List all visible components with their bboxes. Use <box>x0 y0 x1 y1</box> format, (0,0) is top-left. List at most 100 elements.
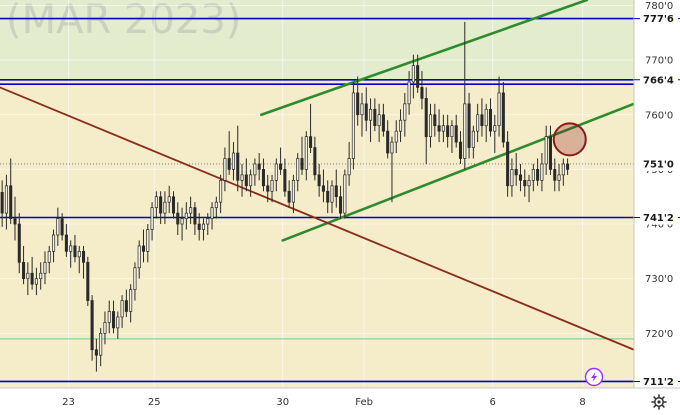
candle-body <box>120 300 124 318</box>
channel-line[interactable] <box>260 0 589 117</box>
level-tag-label[interactable]: 741'2 <box>643 213 674 224</box>
candle-body <box>480 114 484 127</box>
candle-body <box>326 190 330 203</box>
candle-body <box>561 163 565 176</box>
candle-body <box>133 267 137 290</box>
candle-body <box>111 311 116 329</box>
candle-body <box>176 212 180 225</box>
drawing-lines[interactable] <box>0 0 636 383</box>
time-tick-label: 25 <box>148 397 161 408</box>
candle <box>518 163 523 192</box>
candle-body <box>227 158 231 170</box>
candle-body <box>150 207 154 230</box>
candle-body <box>9 185 13 219</box>
time-axis[interactable]: 23 25 30 Feb 6 8 <box>0 387 680 415</box>
level-tag-label[interactable]: 777'6 <box>643 14 674 25</box>
candle-body <box>73 245 77 258</box>
candle <box>270 174 274 203</box>
candle <box>0 180 4 227</box>
candle <box>13 196 17 241</box>
candle-body <box>386 130 390 154</box>
level-tag-background <box>640 11 678 26</box>
candle-body <box>381 114 385 132</box>
candle <box>441 114 445 143</box>
candle <box>544 125 548 175</box>
candle <box>56 207 60 246</box>
candle <box>30 256 34 290</box>
candle <box>146 224 150 263</box>
candle <box>236 125 240 192</box>
candle-body <box>467 103 471 148</box>
candle <box>347 142 351 186</box>
candle-body <box>458 141 463 159</box>
candle <box>133 262 137 301</box>
channel-line[interactable] <box>281 102 636 242</box>
level-tag-label[interactable]: 766'4 <box>643 75 674 86</box>
price-tick-label: 740'0 <box>645 220 673 231</box>
candle <box>223 147 227 192</box>
highlight-circle[interactable] <box>552 122 587 157</box>
trend-line[interactable] <box>0 86 635 351</box>
candle <box>300 136 304 175</box>
candle-body <box>236 152 240 181</box>
lightning-icon[interactable] <box>584 367 604 387</box>
candle-body <box>231 152 235 170</box>
candle <box>159 191 163 225</box>
candle-body <box>283 169 287 192</box>
candle <box>476 103 480 143</box>
candle-body <box>257 163 261 170</box>
candle-body <box>103 322 107 334</box>
candle <box>9 158 13 225</box>
candle-body <box>159 196 163 214</box>
candle <box>407 71 411 115</box>
candle-body <box>30 272 34 285</box>
candle-body <box>356 92 360 116</box>
candle <box>103 311 107 345</box>
price-axis[interactable]: 780'0770'0760'0750'0740'0730'0720'0777'6… <box>633 0 680 389</box>
candle-body <box>450 125 454 137</box>
time-tick-label: 6 <box>489 397 495 408</box>
time-tick-label: 23 <box>62 397 75 408</box>
candle <box>531 163 535 192</box>
candle-body <box>433 114 437 127</box>
candle <box>154 191 158 219</box>
candle-body <box>334 185 338 198</box>
grid <box>0 4 634 334</box>
candle-body <box>219 179 223 203</box>
candle-body <box>454 125 458 143</box>
candle <box>214 196 218 219</box>
candle <box>86 256 90 307</box>
candle-body <box>163 201 167 214</box>
candle <box>437 109 441 143</box>
candle-body <box>506 141 510 187</box>
candle <box>501 81 505 148</box>
level-tag-background <box>640 374 678 389</box>
candle-body <box>424 98 428 137</box>
candle <box>124 289 128 317</box>
candle-body <box>351 92 355 159</box>
candle-body <box>484 108 488 127</box>
candle <box>334 169 338 208</box>
candle-body <box>309 136 313 148</box>
candle-body <box>43 261 47 274</box>
candle <box>116 311 120 339</box>
level-tag-label[interactable]: 711'2 <box>643 377 674 388</box>
candle <box>433 103 437 137</box>
candle <box>360 92 364 137</box>
candle <box>523 169 527 197</box>
candle-body <box>184 212 188 219</box>
candle <box>296 153 300 192</box>
marker-circle[interactable] <box>552 122 587 157</box>
candle-body <box>154 196 158 209</box>
candle-body <box>317 174 321 187</box>
candle-body <box>291 179 295 203</box>
candle-body <box>416 65 420 88</box>
candle <box>403 92 407 137</box>
gear-icon[interactable] <box>651 394 667 410</box>
candle-body <box>287 190 291 203</box>
candle <box>454 114 458 148</box>
candle <box>561 158 565 186</box>
candle <box>163 191 167 225</box>
candle <box>171 191 176 219</box>
